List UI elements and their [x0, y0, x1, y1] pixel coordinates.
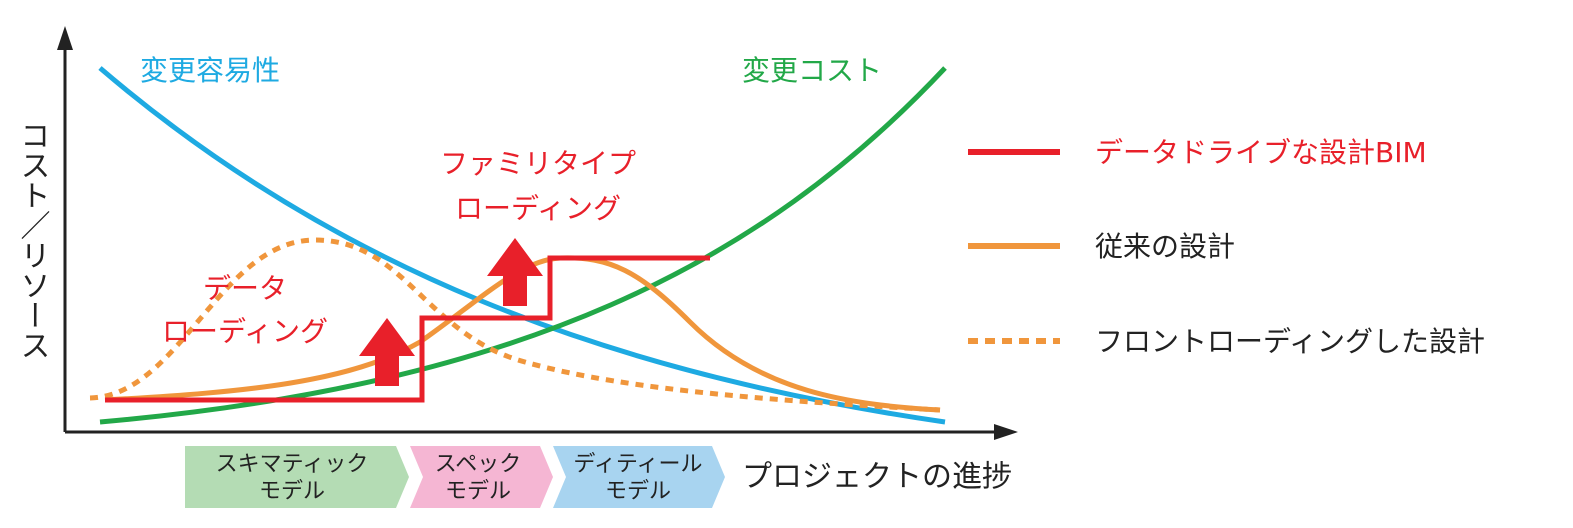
legend-label: 従来の設計: [1095, 230, 1235, 263]
phase-label: モデル: [605, 479, 671, 504]
annotation: ローディング: [455, 192, 621, 225]
phase-label: スペック: [435, 452, 521, 477]
annotation: データ: [203, 272, 287, 305]
x-axis-label: プロジェクトの進捗: [742, 460, 1012, 495]
phase-chevron: [185, 446, 409, 508]
phase-chevron: [553, 446, 725, 508]
phase-label: モデル: [445, 479, 511, 504]
up-arrow: [359, 318, 415, 386]
annotation: ローディング: [162, 315, 328, 348]
curve-label: 変更コスト: [742, 54, 882, 87]
legend-label: フロントローディングした設計: [1095, 325, 1485, 358]
phase-label: モデル: [259, 479, 325, 504]
x-axis-arrow: [994, 424, 1018, 440]
annotation: ファミリタイプ: [440, 147, 636, 180]
cost-of-change-curve: [99, 66, 947, 425]
curve-label: 変更容易性: [140, 54, 280, 87]
bim-step-line: [105, 255, 710, 403]
legend-label: データドライブな設計BIM: [1095, 136, 1427, 169]
y-axis-label: コスト／リソース: [15, 120, 50, 360]
ease-of-change-curve: [98, 66, 946, 425]
y-axis-arrow: [57, 26, 73, 50]
phase-label: スキマティック: [216, 452, 369, 477]
phase-chevron: [410, 446, 553, 508]
up-arrow: [487, 238, 543, 306]
phase-label: ディティール: [573, 452, 702, 477]
